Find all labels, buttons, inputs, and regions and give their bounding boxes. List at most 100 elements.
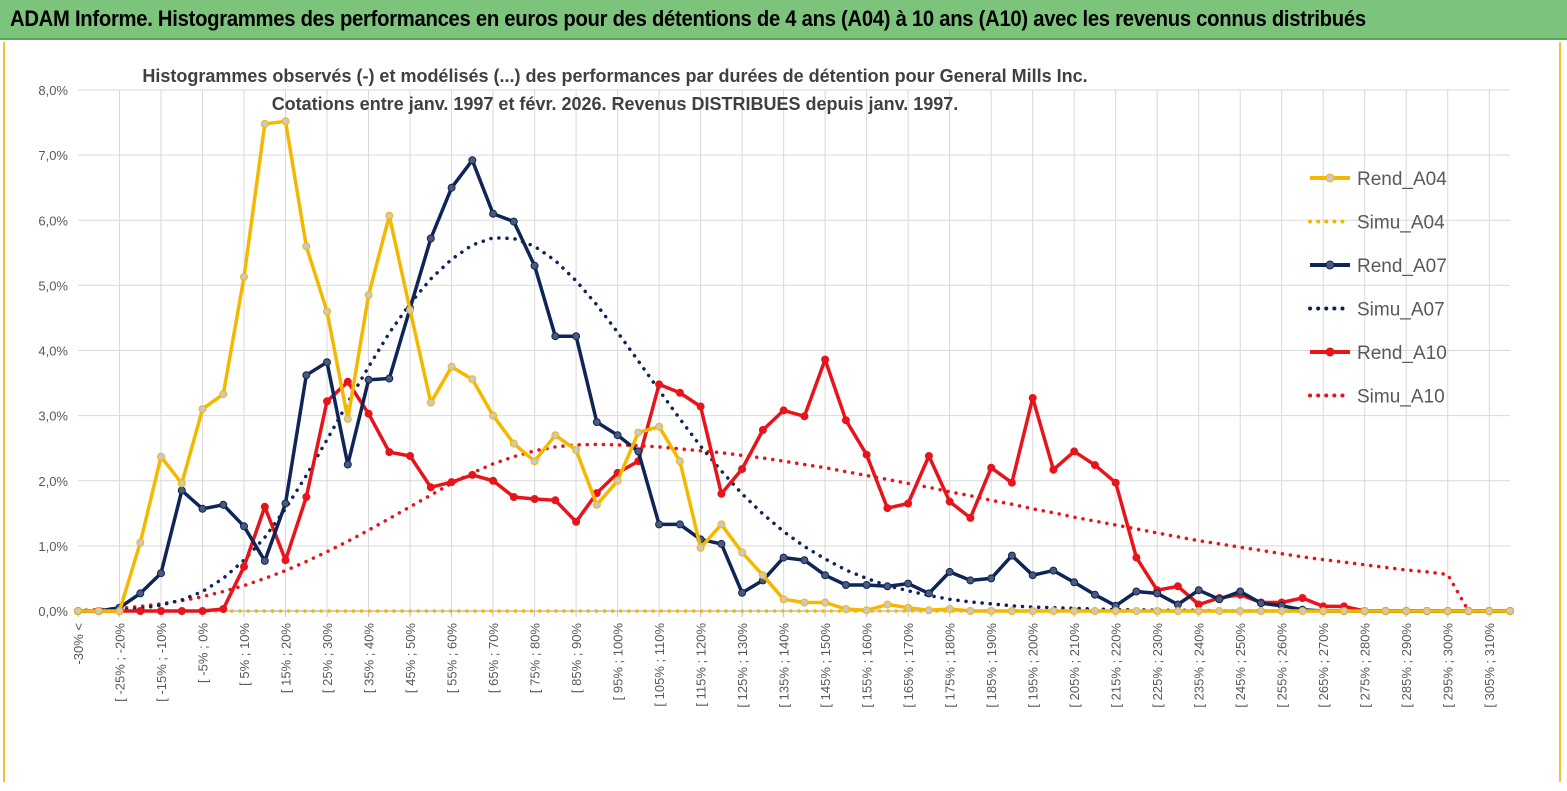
data-point-rend-a04: [1319, 607, 1328, 615]
data-point-rend-a10: [489, 476, 498, 485]
data-point-rend-a04: [1049, 607, 1058, 615]
data-point-rend-a04: [655, 422, 664, 431]
legend-marker: [1325, 173, 1335, 183]
data-point-rend-a07: [1173, 600, 1182, 609]
data-point-rend-a04: [551, 431, 560, 440]
data-point-rend-a10: [800, 412, 809, 421]
data-point-rend-a10: [1028, 394, 1037, 402]
data-point-rend-a04: [406, 306, 415, 315]
y-tick-label: 2,0%: [38, 474, 68, 489]
x-tick-label: [ 275% ; 280%: [1358, 623, 1373, 708]
data-point-rend-a04: [738, 548, 747, 557]
data-point-rend-a07: [613, 431, 622, 440]
data-point-rend-a10: [717, 489, 726, 498]
x-tick-label: [ 135% ; 140%: [777, 623, 792, 708]
axes: 0,0% 1,0% 2,0% 3,0% 4,0% 5,0% 6,0% 7,0% 8,0% -30%…: [38, 83, 1510, 708]
data-point-rend-a10: [758, 426, 767, 434]
data-point-rend-a04: [924, 606, 933, 615]
legend-label: Simu_A04: [1357, 213, 1445, 234]
data-point-rend-a04: [1070, 607, 1079, 615]
chart-subtitle: Cotations entre janv. 1997 et févr. 2026…: [272, 94, 959, 114]
data-point-rend-a07: [219, 500, 228, 509]
data-point-rend-a04: [426, 398, 435, 407]
data-point-rend-a07: [551, 332, 560, 341]
data-point-rend-a04: [613, 476, 622, 485]
data-point-rend-a04: [1506, 607, 1514, 615]
data-point-rend-a07: [136, 589, 145, 598]
data-point-rend-a07: [281, 499, 290, 508]
data-point-rend-a07: [468, 156, 477, 165]
data-point-rend-a04: [302, 242, 311, 251]
x-tick-label: [ 215% ; 220%: [1109, 623, 1124, 708]
y-tick-label: 6,0%: [38, 213, 68, 228]
data-point-rend-a04: [385, 211, 394, 220]
data-point-rend-a07: [945, 567, 954, 576]
x-tick-label: [ 155% ; 160%: [860, 623, 875, 708]
legend-label: Rend_A10: [1357, 343, 1447, 364]
x-tick-label: [ 55% ; 60%: [445, 623, 460, 694]
data-point-rend-a07: [634, 447, 643, 456]
x-tick-label: [ 65% ; 70%: [486, 623, 501, 694]
data-point-rend-a07: [904, 579, 913, 588]
data-point-rend-a04: [1464, 607, 1473, 615]
legend-marker: [1325, 347, 1335, 357]
data-point-rend-a10: [302, 493, 311, 501]
data-point-rend-a04: [240, 272, 248, 281]
data-point-rend-a04: [447, 362, 456, 371]
data-point-rend-a07: [385, 374, 394, 383]
data-point-rend-a10: [572, 517, 581, 526]
data-point-rend-a07: [447, 183, 456, 192]
data-point-rend-a04: [530, 457, 539, 466]
data-point-rend-a10: [987, 463, 996, 472]
x-tick-label: [ 95% ; 100%: [611, 623, 626, 701]
x-tick-label: [ 45% ; 50%: [403, 623, 418, 694]
chart-title: Histogrammes observés (-) et modélisés (…: [142, 66, 1087, 86]
data-point-rend-a04: [945, 605, 954, 613]
data-point-rend-a10: [1173, 582, 1182, 591]
data-point-rend-a04: [1132, 607, 1141, 615]
series-lines: [74, 117, 1514, 615]
data-point-rend-a10: [1298, 594, 1307, 602]
data-point-rend-a07: [655, 520, 664, 529]
data-point-rend-a04: [1215, 607, 1224, 615]
data-point-rend-a07: [738, 588, 747, 597]
legend-label: Simu_A10: [1357, 387, 1445, 408]
data-point-rend-a10: [655, 380, 664, 389]
data-point-rend-a04: [779, 595, 788, 604]
data-point-rend-a04: [468, 375, 477, 384]
data-point-rend-a04: [717, 520, 726, 529]
data-point-rend-a04: [572, 446, 581, 455]
x-tick-label: [ 145% ; 150%: [818, 623, 833, 708]
x-tick-label: [ 285% ; 290%: [1399, 623, 1414, 708]
data-point-rend-a07: [966, 576, 975, 585]
data-point-rend-a10: [1132, 553, 1141, 562]
data-point-rend-a10: [696, 402, 705, 411]
data-point-rend-a07: [530, 261, 539, 270]
data-point-rend-a10: [177, 607, 186, 615]
data-point-rend-a10: [260, 502, 269, 511]
x-tick-label: [ 5% ; 10%: [237, 623, 252, 686]
x-tick-label: [ 195% ; 200%: [1026, 623, 1041, 708]
data-point-rend-a04: [281, 117, 290, 126]
legend-label: Rend_A07: [1357, 256, 1447, 277]
data-point-rend-a04: [1485, 607, 1494, 615]
data-point-rend-a04: [1360, 607, 1369, 615]
data-point-rend-a10: [924, 452, 933, 460]
data-point-rend-a10: [136, 607, 145, 615]
data-point-rend-a07: [1049, 566, 1058, 575]
data-point-rend-a07: [592, 418, 601, 427]
x-tick-label: [ -5% ; 0%: [196, 623, 211, 683]
data-point-rend-a10: [385, 448, 394, 457]
data-point-rend-a04: [1153, 607, 1162, 615]
x-tick-label: [ 235% ; 240%: [1192, 623, 1207, 708]
y-tick-label: 0,0%: [38, 604, 68, 619]
data-point-rend-a10: [945, 497, 954, 506]
data-point-rend-a04: [883, 600, 892, 609]
data-point-rend-a07: [841, 581, 850, 589]
x-tick-label: [ 295% ; 300%: [1441, 623, 1456, 708]
x-tick-label: [ 245% ; 250%: [1233, 623, 1248, 708]
report-banner: ADAM Informe. Histogrammes des performan…: [0, 0, 1567, 40]
data-point-rend-a07: [1236, 587, 1245, 596]
data-point-rend-a10: [468, 470, 477, 479]
data-point-rend-a07: [302, 371, 311, 380]
